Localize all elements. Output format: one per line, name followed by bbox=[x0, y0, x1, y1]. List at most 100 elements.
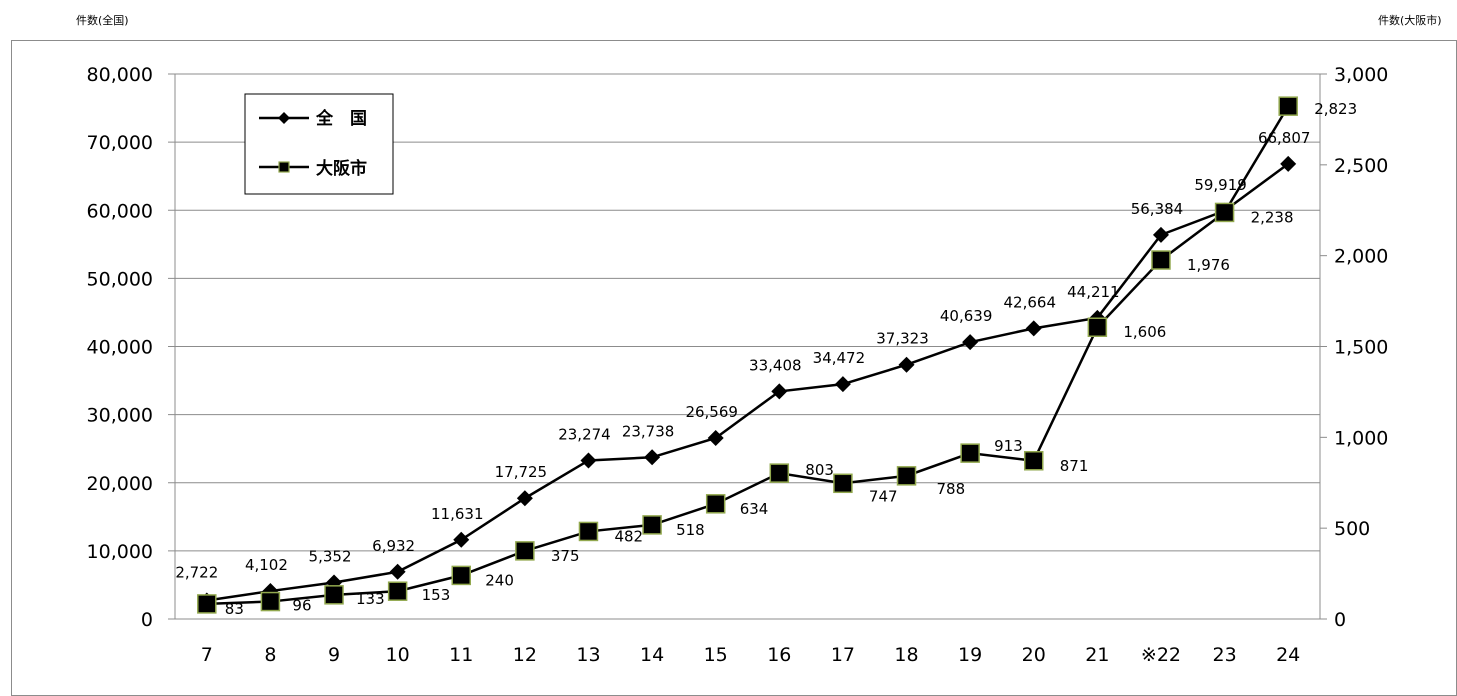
point-osaka bbox=[769, 463, 790, 483]
legend-marker-national bbox=[278, 112, 290, 124]
x-tick-label: 21 bbox=[1085, 644, 1109, 666]
point-osaka bbox=[451, 565, 471, 586]
data-label-osaka: 788 bbox=[937, 480, 966, 498]
x-tick-label: 13 bbox=[576, 644, 600, 666]
right-tick-label: 3,000 bbox=[1334, 64, 1388, 86]
data-label-national: 33,408 bbox=[749, 356, 802, 374]
x-tick-label: 10 bbox=[386, 644, 410, 666]
left-tick-label: 30,000 bbox=[87, 405, 153, 427]
data-label-osaka: 96 bbox=[292, 597, 311, 615]
point-osaka bbox=[387, 581, 408, 601]
right-axis-unit-label: 件数(大阪市) bbox=[1378, 14, 1442, 27]
data-label-national: 17,725 bbox=[495, 463, 548, 481]
axes: 0 10,000 20,000 30,000 40,000 50,000 60,000 70,… bbox=[87, 64, 1389, 666]
x-tick-label: 17 bbox=[831, 644, 855, 666]
point-osaka bbox=[197, 594, 217, 614]
data-label-osaka: 83 bbox=[225, 600, 244, 618]
series-line-osaka bbox=[206, 105, 1290, 606]
data-label-osaka: 2,238 bbox=[1251, 208, 1294, 226]
data-label-national: 11,631 bbox=[431, 505, 484, 523]
right-tick-label: 1,500 bbox=[1334, 337, 1388, 359]
x-tick-label: 19 bbox=[958, 644, 982, 666]
left-tick-label: 20,000 bbox=[87, 473, 153, 495]
left-tick-label: 40,000 bbox=[87, 337, 153, 359]
right-tick-label: 2,000 bbox=[1334, 246, 1388, 268]
right-tick-label: 1,000 bbox=[1334, 427, 1388, 449]
point-national bbox=[453, 531, 470, 548]
data-label-osaka: 1,976 bbox=[1187, 256, 1230, 274]
x-tick-label: 18 bbox=[894, 644, 918, 666]
data-label-national: 59,919 bbox=[1194, 176, 1247, 194]
point-national bbox=[707, 429, 724, 446]
data-label-national: 34,472 bbox=[813, 349, 866, 367]
data-label-osaka: 871 bbox=[1060, 457, 1089, 475]
chart: 0 10,000 20,000 30,000 40,000 50,000 60,000 70,… bbox=[11, 40, 1457, 696]
point-osaka bbox=[833, 473, 853, 494]
point-national bbox=[834, 376, 851, 393]
data-label-osaka: 913 bbox=[994, 437, 1023, 455]
left-axis-unit-label: 件数(全国) bbox=[76, 14, 129, 27]
point-national bbox=[389, 563, 406, 580]
data-label-national: 2,722 bbox=[175, 563, 218, 581]
series bbox=[197, 96, 1298, 614]
data-label-national: 56,384 bbox=[1131, 200, 1184, 218]
point-osaka bbox=[896, 466, 917, 486]
point-osaka bbox=[515, 541, 535, 561]
point-osaka bbox=[960, 443, 980, 463]
left-tick-label: 70,000 bbox=[87, 132, 153, 154]
legend-box bbox=[244, 93, 394, 195]
data-label-national: 4,102 bbox=[245, 556, 288, 574]
point-national bbox=[771, 383, 788, 400]
data-label-osaka: 634 bbox=[740, 500, 769, 518]
point-osaka bbox=[642, 515, 662, 535]
legend: 全 国 大阪市 bbox=[244, 93, 394, 195]
left-tick-label: 80,000 bbox=[87, 64, 153, 86]
x-tick-label: 9 bbox=[328, 644, 340, 666]
data-label-osaka: 518 bbox=[676, 521, 705, 539]
data-label-osaka: 803 bbox=[805, 461, 834, 479]
data-labels: 2,722 4,102 5,352 6,932 11,631 17,725 23,274 23… bbox=[175, 100, 1357, 618]
point-osaka bbox=[1214, 202, 1235, 223]
right-tick-label: 500 bbox=[1334, 518, 1370, 540]
point-osaka bbox=[1024, 451, 1044, 471]
right-tick-label: 0 bbox=[1334, 609, 1346, 631]
data-label-national: 5,352 bbox=[309, 548, 352, 566]
left-tick-label: 10,000 bbox=[87, 541, 153, 563]
x-tick-label: 12 bbox=[513, 644, 537, 666]
x-tick-label: 24 bbox=[1276, 644, 1300, 666]
data-label-national: 26,569 bbox=[685, 403, 738, 421]
x-tick-label: 14 bbox=[640, 644, 664, 666]
x-tick-label: 23 bbox=[1212, 644, 1236, 666]
data-label-national: 66,807 bbox=[1258, 129, 1311, 147]
point-osaka bbox=[705, 494, 726, 514]
legend-label-osaka: 大阪市 bbox=[316, 158, 367, 179]
series-line-national bbox=[206, 162, 1289, 602]
data-label-osaka: 133 bbox=[356, 590, 385, 608]
left-tick-label: 0 bbox=[141, 609, 153, 631]
point-national bbox=[516, 490, 533, 507]
data-label-national: 6,932 bbox=[372, 537, 415, 555]
x-tick-label: 8 bbox=[264, 644, 276, 666]
right-tick-label: 2,500 bbox=[1334, 155, 1388, 177]
x-tick-label: 20 bbox=[1022, 644, 1046, 666]
legend-marker-osaka bbox=[278, 161, 290, 173]
point-osaka bbox=[324, 585, 344, 605]
legend-label-national: 全 国 bbox=[315, 108, 367, 129]
data-label-osaka: 240 bbox=[485, 571, 514, 589]
data-label-osaka: 153 bbox=[422, 586, 451, 604]
point-national bbox=[962, 334, 979, 351]
data-label-national: 44,211 bbox=[1067, 283, 1120, 301]
data-label-national: 40,639 bbox=[940, 307, 993, 325]
point-national bbox=[1280, 155, 1297, 172]
gridlines bbox=[175, 73, 1320, 552]
data-label-national: 23,274 bbox=[558, 425, 611, 443]
x-tick-label: 15 bbox=[704, 644, 728, 666]
point-national bbox=[1152, 226, 1169, 243]
point-osaka bbox=[260, 591, 281, 612]
point-national bbox=[644, 449, 661, 466]
data-label-national: 42,664 bbox=[1004, 293, 1057, 311]
x-tick-label: ※22 bbox=[1141, 644, 1181, 666]
left-tick-label: 60,000 bbox=[87, 200, 153, 222]
data-label-osaka: 2,823 bbox=[1314, 100, 1357, 118]
point-national bbox=[898, 356, 915, 373]
